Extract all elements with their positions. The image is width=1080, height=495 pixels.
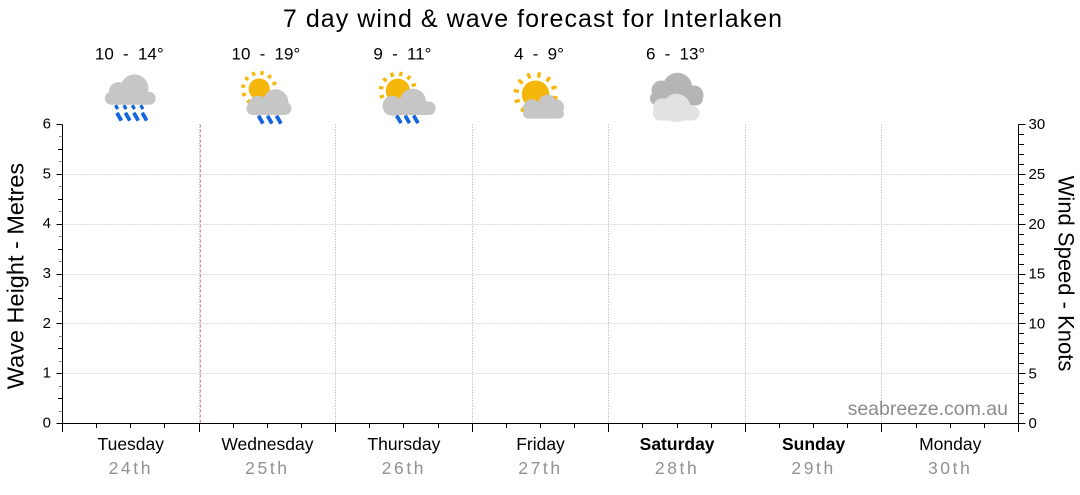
svg-text:4: 4 [43,215,51,232]
svg-text:Monday: Monday [919,434,982,454]
svg-text:Saturday: Saturday [640,434,715,454]
svg-text:5: 5 [1029,365,1037,382]
svg-text:10: 10 [1029,315,1046,332]
svg-text:5: 5 [43,165,51,182]
svg-text:7 day wind & wave forecast for: 7 day wind & wave forecast for Interlake… [283,5,783,33]
svg-text:3: 3 [43,265,51,282]
svg-text:10 - 14°: 10 - 14° [95,45,164,64]
svg-text:4 - 9°: 4 - 9° [514,45,564,64]
svg-text:2: 2 [43,315,51,332]
svg-text:Thursday: Thursday [367,434,440,454]
svg-text:0: 0 [1029,415,1037,432]
svg-text:24th: 24th [109,458,153,478]
svg-text:6: 6 [43,116,51,133]
svg-text:Wednesday: Wednesday [221,434,313,454]
svg-text:10 - 19°: 10 - 19° [232,45,301,64]
svg-text:29th: 29th [791,458,835,478]
svg-text:9 - 11°: 9 - 11° [373,45,431,64]
svg-text:30th: 30th [928,458,972,478]
svg-text:seabreeze.com.au: seabreeze.com.au [848,398,1008,420]
svg-text:1: 1 [43,365,51,382]
svg-text:Friday: Friday [516,434,565,454]
svg-text:Wave Height - Metres: Wave Height - Metres [3,163,29,389]
svg-text:Wind Speed - Knots: Wind Speed - Knots [1054,176,1079,372]
svg-text:6 - 13°: 6 - 13° [646,45,705,64]
svg-text:26th: 26th [382,458,426,478]
svg-text:Sunday: Sunday [782,434,845,454]
svg-text:28th: 28th [655,458,699,478]
svg-text:25: 25 [1029,166,1046,183]
svg-text:30: 30 [1029,116,1046,133]
svg-text:27th: 27th [518,458,562,478]
svg-text:15: 15 [1029,266,1046,283]
svg-text:20: 20 [1029,216,1046,233]
svg-text:0: 0 [43,415,51,432]
svg-text:25th: 25th [245,458,289,478]
svg-text:Tuesday: Tuesday [98,434,165,454]
